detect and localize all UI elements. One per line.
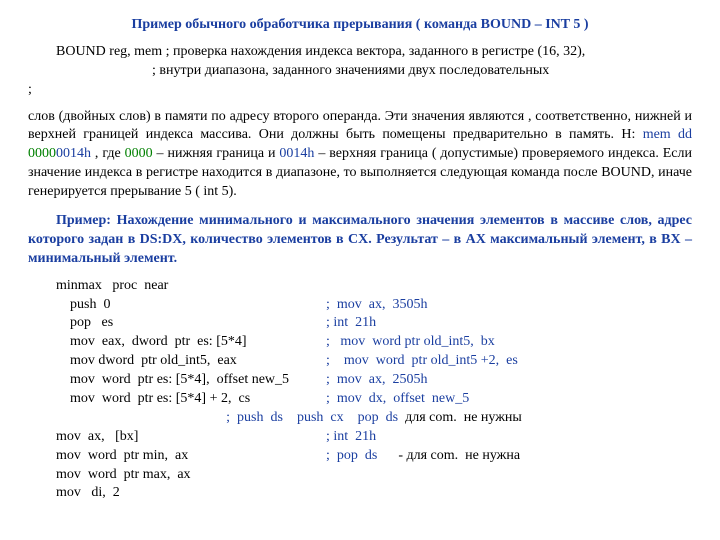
p1-body-b: – нижняя граница и xyxy=(153,146,280,161)
mem-dd: mem dd xyxy=(643,127,692,142)
code-right: ; mov word ptr old_int5, bx xyxy=(326,333,495,352)
code-row: mov word ptr min, ax; pop ds - для com. … xyxy=(56,447,692,466)
p1-body-a: слов (двойных слов) в памяти по адресу в… xyxy=(28,109,692,143)
code-left: pop es xyxy=(56,314,326,333)
code-right: ; int 21h xyxy=(326,428,376,447)
code-left: mov eax, dword ptr es: [5*4] xyxy=(56,333,326,352)
code-right: ; mov ax, 2505h xyxy=(326,371,428,390)
hex-green-1: 0000 xyxy=(28,146,56,161)
p1-line2: ; внутри диапазона, заданного значениями… xyxy=(28,62,692,81)
code-text: mov di, 2 xyxy=(56,484,120,503)
example-heading: Пример: Нахождение минимального и максим… xyxy=(28,212,692,269)
code-row: minmax proc near xyxy=(56,277,692,296)
code-row: mov eax, dword ptr es: [5*4]; mov word p… xyxy=(56,333,692,352)
code-left: mov dword ptr old_int5, eax xyxy=(56,352,326,371)
code-right-b: - для com. не нужна xyxy=(377,447,520,466)
doc-title: Пример обычного обработчика прерывания (… xyxy=(28,16,692,35)
code-right: ; mov dx, offset new_5 xyxy=(326,390,469,409)
hex-blue-1: 0014h xyxy=(56,146,91,161)
code-row: mov di, 2 xyxy=(56,484,692,503)
p1-mid: , где xyxy=(91,146,125,161)
code-row: mov word ptr max, ax xyxy=(56,466,692,485)
code-text: mov word ptr max, ax xyxy=(56,466,191,485)
code-row: mov word ptr es: [5*4], offset new_5; mo… xyxy=(56,371,692,390)
code-right: ; mov ax, 3505h xyxy=(326,296,428,315)
code-right: ; int 21h xyxy=(326,314,376,333)
code-left: push 0 xyxy=(56,296,326,315)
code-left: mov word ptr min, ax xyxy=(56,447,326,466)
code-text: minmax proc near xyxy=(56,277,168,296)
p1-lead: BOUND reg, mem ; проверка нахождения инд… xyxy=(56,44,585,59)
code-row: ; push ds push cx pop ds для com. не нуж… xyxy=(56,409,692,428)
hex-blue-2: 0014h xyxy=(279,146,314,161)
code-row: push 0; mov ax, 3505h xyxy=(56,296,692,315)
code-row: mov dword ptr old_int5, eax; mov word pt… xyxy=(56,352,692,371)
code-right-a: ; pop ds xyxy=(326,447,377,466)
hex-green-2: 0000 xyxy=(125,146,153,161)
paragraph-1: BOUND reg, mem ; проверка нахождения инд… xyxy=(28,43,692,100)
code-row: mov ax, [bx]; int 21h xyxy=(56,428,692,447)
code-block: minmax proc near push 0; mov ax, 3505h p… xyxy=(56,277,692,504)
code-left: mov word ptr es: [5*4], offset new_5 xyxy=(56,371,326,390)
code-row: mov word ptr es: [5*4] + 2, cs; mov dx, … xyxy=(56,390,692,409)
code-right: ; mov word ptr old_int5 +2, es xyxy=(326,352,518,371)
code-left: mov word ptr es: [5*4] + 2, cs xyxy=(56,390,326,409)
code-center-a: ; push ds push cx pop ds xyxy=(226,409,405,428)
code-center-b: для com. не нужны xyxy=(405,409,522,428)
code-left: mov ax, [bx] xyxy=(56,428,326,447)
code-row: pop es; int 21h xyxy=(56,314,692,333)
paragraph-1b: слов (двойных слов) в памяти по адресу в… xyxy=(28,108,692,202)
